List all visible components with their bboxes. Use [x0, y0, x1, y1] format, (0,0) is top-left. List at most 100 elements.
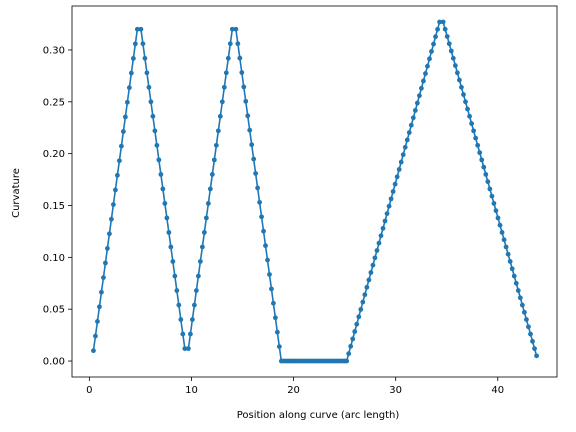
data-point: [414, 100, 420, 106]
data-point: [519, 302, 525, 308]
data-point: [164, 215, 170, 221]
data-point: [354, 321, 360, 327]
x-tick-label: 10: [185, 385, 198, 396]
data-point: [193, 288, 199, 293]
data-point: [404, 137, 410, 143]
data-point: [178, 317, 184, 322]
data-point: [269, 286, 274, 292]
data-point: [255, 185, 261, 191]
data-point: [412, 108, 418, 113]
data-point: [103, 260, 108, 266]
data-point: [93, 333, 98, 339]
y-tick-label: 0.10: [43, 253, 65, 264]
y-tick-label: 0.25: [43, 97, 65, 108]
data-point: [423, 71, 428, 76]
data-point: [435, 26, 440, 32]
data-point: [154, 142, 160, 148]
data-point: [352, 329, 358, 334]
data-point: [253, 171, 259, 176]
data-point: [382, 218, 388, 224]
plot-area: [91, 19, 539, 364]
data-point: [211, 157, 217, 163]
data-point: [392, 181, 398, 187]
data-point: [364, 284, 370, 290]
data-point: [225, 55, 231, 61]
data-point: [467, 113, 472, 119]
data-point: [505, 251, 511, 257]
data-point: [475, 142, 481, 148]
data-point: [272, 315, 278, 321]
data-point: [360, 299, 366, 305]
data-point: [205, 201, 211, 206]
data-point: [120, 129, 126, 134]
data-point: [362, 292, 368, 298]
data-point: [378, 233, 384, 239]
data-point: [176, 302, 182, 308]
y-axis-label: Curvature: [11, 168, 22, 218]
data-point: [245, 113, 251, 119]
data-point: [271, 300, 276, 306]
x-tick-label: 20: [287, 385, 300, 396]
data-point: [274, 329, 280, 335]
data-point: [524, 317, 529, 322]
y-axis-ticks: 0.00 0.05 0.10 0.15 0.20 0.25 0.30: [43, 45, 72, 368]
data-point: [491, 201, 497, 206]
data-point: [416, 93, 422, 99]
data-point: [199, 244, 205, 250]
data-point: [118, 143, 124, 149]
data-point: [515, 288, 521, 293]
data-point: [160, 186, 166, 192]
data-point: [526, 324, 531, 330]
data-point: [142, 55, 148, 61]
data-point: [448, 48, 454, 54]
data-point: [223, 70, 229, 76]
data-point: [91, 348, 96, 354]
data-point: [138, 26, 144, 32]
data-point: [235, 41, 241, 47]
data-point: [213, 142, 219, 148]
data-point: [459, 84, 464, 90]
data-point: [247, 127, 253, 133]
data-point: [406, 130, 412, 135]
data-point: [452, 63, 458, 68]
y-tick-label: 0.05: [43, 305, 65, 316]
data-point: [344, 358, 350, 364]
data-point: [124, 99, 130, 105]
data-point: [201, 230, 207, 235]
data-point: [528, 331, 533, 337]
data-point: [497, 222, 503, 228]
data-point: [346, 351, 352, 357]
data-point: [109, 216, 114, 222]
data-point: [400, 152, 406, 158]
data-point: [457, 77, 462, 83]
data-point: [532, 346, 537, 351]
data-point: [249, 142, 255, 148]
data-point: [162, 201, 168, 206]
data-point: [257, 199, 262, 205]
data-point: [446, 41, 452, 47]
data-point: [463, 99, 468, 105]
data-point: [390, 189, 396, 194]
data-point: [350, 336, 356, 342]
data-point: [189, 317, 195, 322]
data-point: [410, 115, 416, 121]
data-point: [97, 304, 102, 310]
data-point: [408, 122, 414, 128]
data-point: [450, 55, 456, 61]
data-point: [126, 85, 132, 91]
data-point: [259, 214, 264, 220]
data-point: [219, 99, 225, 105]
data-point: [144, 70, 150, 76]
data-point: [419, 85, 424, 91]
data-point: [465, 106, 470, 112]
y-tick-label: 0.20: [43, 149, 65, 160]
data-point: [107, 231, 112, 237]
data-point: [114, 172, 120, 178]
data-point: [241, 84, 247, 90]
x-axis-ticks: 0 10 20 30 40: [86, 377, 504, 396]
data-point: [105, 245, 110, 251]
x-tick-label: 30: [389, 385, 402, 396]
data-point: [95, 319, 100, 324]
data-point: [174, 288, 180, 293]
